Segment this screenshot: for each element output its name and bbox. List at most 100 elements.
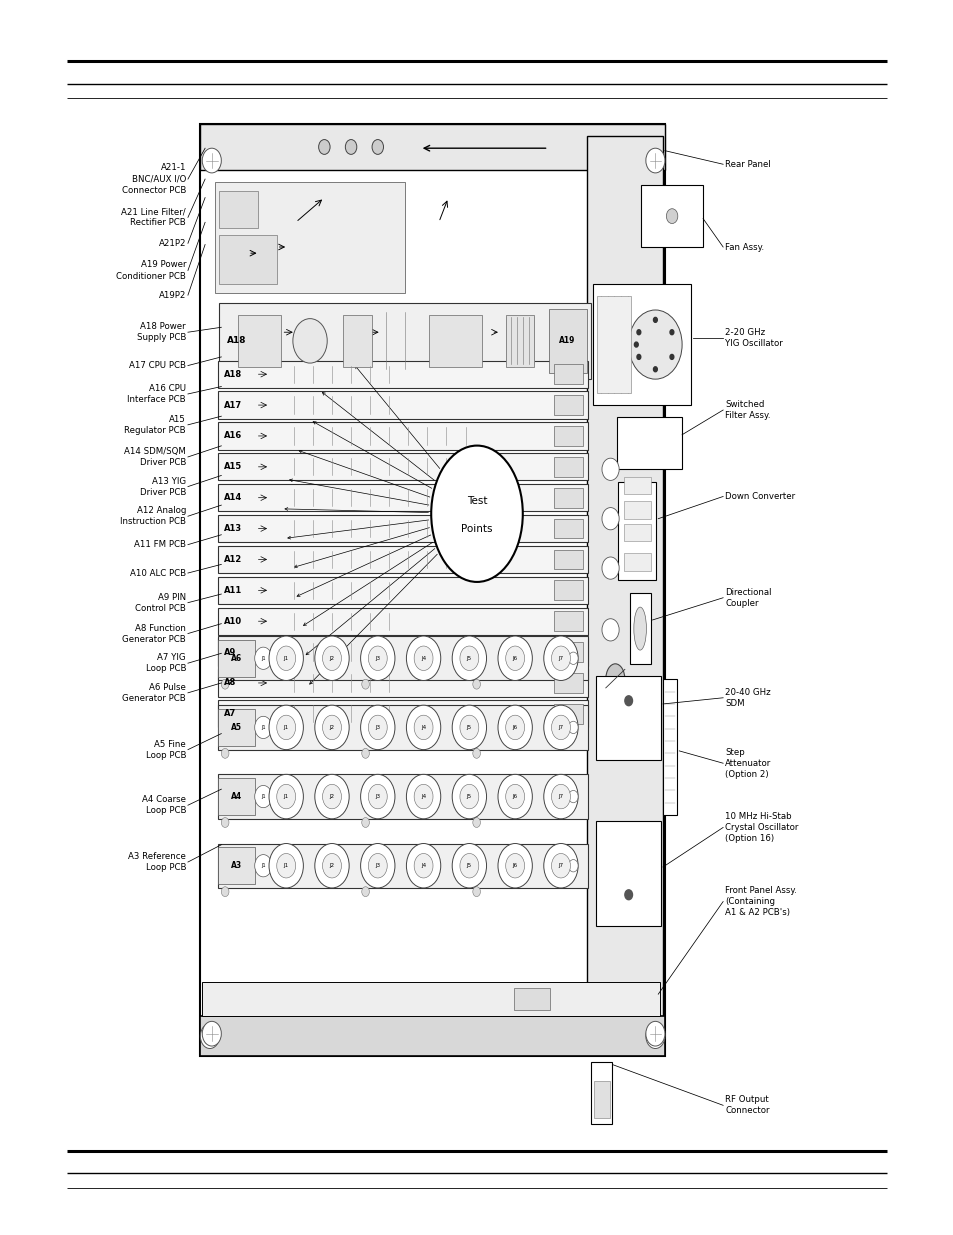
Circle shape — [322, 715, 341, 740]
Text: A18 Power
Supply PCB: A18 Power Supply PCB — [136, 322, 186, 342]
Text: A11 FM PCB: A11 FM PCB — [133, 540, 186, 550]
Circle shape — [497, 705, 532, 750]
Text: J7: J7 — [558, 725, 563, 730]
Circle shape — [551, 853, 570, 878]
Circle shape — [414, 784, 433, 809]
Circle shape — [543, 705, 578, 750]
Circle shape — [361, 887, 369, 897]
Circle shape — [551, 646, 570, 671]
Circle shape — [551, 784, 570, 809]
Bar — [343, 315, 372, 367]
Text: A16 CPU
Interface PCB: A16 CPU Interface PCB — [128, 384, 186, 404]
Text: A18: A18 — [227, 336, 246, 346]
Circle shape — [254, 647, 272, 669]
Text: J2: J2 — [329, 863, 335, 868]
Circle shape — [459, 646, 478, 671]
Circle shape — [202, 1021, 221, 1046]
Text: J4: J4 — [420, 863, 426, 868]
Text: Rear Panel: Rear Panel — [724, 159, 770, 169]
Bar — [554, 426, 582, 446]
Circle shape — [452, 636, 486, 680]
Text: RF Output
Connector: RF Output Connector — [724, 1095, 769, 1115]
Circle shape — [406, 774, 440, 819]
Circle shape — [645, 1024, 664, 1049]
Circle shape — [414, 715, 433, 740]
Circle shape — [314, 774, 349, 819]
Text: J6: J6 — [512, 863, 517, 868]
Circle shape — [452, 774, 486, 819]
Text: J7: J7 — [558, 794, 563, 799]
Circle shape — [368, 853, 387, 878]
Circle shape — [645, 1021, 664, 1046]
Bar — [513, 988, 550, 1010]
Text: J1: J1 — [283, 863, 289, 868]
Circle shape — [637, 330, 640, 335]
Text: J2: J2 — [329, 656, 335, 661]
Text: A5 Fine
Loop PCB: A5 Fine Loop PCB — [146, 740, 186, 760]
Circle shape — [276, 784, 295, 809]
Bar — [554, 611, 582, 631]
Bar — [200, 124, 664, 1056]
Circle shape — [276, 646, 295, 671]
Text: Down Converter: Down Converter — [724, 492, 795, 501]
Bar — [554, 519, 582, 538]
Text: J5: J5 — [466, 656, 472, 661]
Circle shape — [345, 140, 356, 154]
Text: A17: A17 — [224, 400, 242, 410]
Bar — [218, 640, 254, 677]
Bar — [217, 705, 587, 750]
Circle shape — [459, 715, 478, 740]
Bar — [629, 593, 650, 664]
Bar — [554, 364, 582, 384]
Text: A16: A16 — [224, 431, 242, 441]
Bar — [202, 982, 659, 1016]
Bar — [586, 136, 662, 1044]
Bar — [591, 1062, 612, 1124]
Text: J1: J1 — [261, 794, 265, 799]
Text: A19: A19 — [558, 336, 576, 346]
Circle shape — [497, 844, 532, 888]
Bar — [429, 315, 481, 367]
Text: A15
Regulator PCB: A15 Regulator PCB — [124, 415, 186, 435]
Bar — [662, 679, 677, 815]
Circle shape — [543, 844, 578, 888]
Text: A13 YIG
Driver PCB: A13 YIG Driver PCB — [139, 477, 186, 496]
Text: A7: A7 — [224, 709, 236, 719]
Circle shape — [406, 844, 440, 888]
Circle shape — [368, 784, 387, 809]
Bar — [217, 484, 587, 511]
Circle shape — [406, 636, 440, 680]
Ellipse shape — [633, 608, 646, 650]
Bar — [554, 488, 582, 508]
Circle shape — [202, 148, 221, 173]
Text: J5: J5 — [466, 794, 472, 799]
Circle shape — [269, 844, 303, 888]
Bar — [217, 546, 587, 573]
Bar — [219, 191, 257, 228]
Bar — [623, 524, 650, 541]
Text: Front Panel Assy.
(Containing
A1 & A2 PCB's): Front Panel Assy. (Containing A1 & A2 PC… — [724, 885, 796, 918]
Bar — [623, 501, 650, 519]
Text: A10: A10 — [224, 616, 242, 626]
Bar — [219, 235, 276, 284]
Text: J5: J5 — [466, 725, 472, 730]
Bar — [554, 395, 582, 415]
Circle shape — [568, 721, 578, 734]
Text: J3: J3 — [375, 725, 380, 730]
Circle shape — [505, 715, 524, 740]
Text: A11: A11 — [224, 585, 242, 595]
Bar — [217, 361, 587, 388]
Bar — [217, 608, 587, 635]
Text: Points: Points — [460, 524, 493, 534]
Bar — [218, 778, 254, 815]
Text: J4: J4 — [420, 725, 426, 730]
Circle shape — [360, 774, 395, 819]
Circle shape — [551, 715, 570, 740]
Circle shape — [628, 310, 681, 379]
Circle shape — [221, 818, 229, 827]
Circle shape — [414, 646, 433, 671]
Bar — [217, 774, 587, 819]
Circle shape — [406, 705, 440, 750]
Bar — [596, 821, 660, 926]
Bar — [594, 1081, 609, 1118]
